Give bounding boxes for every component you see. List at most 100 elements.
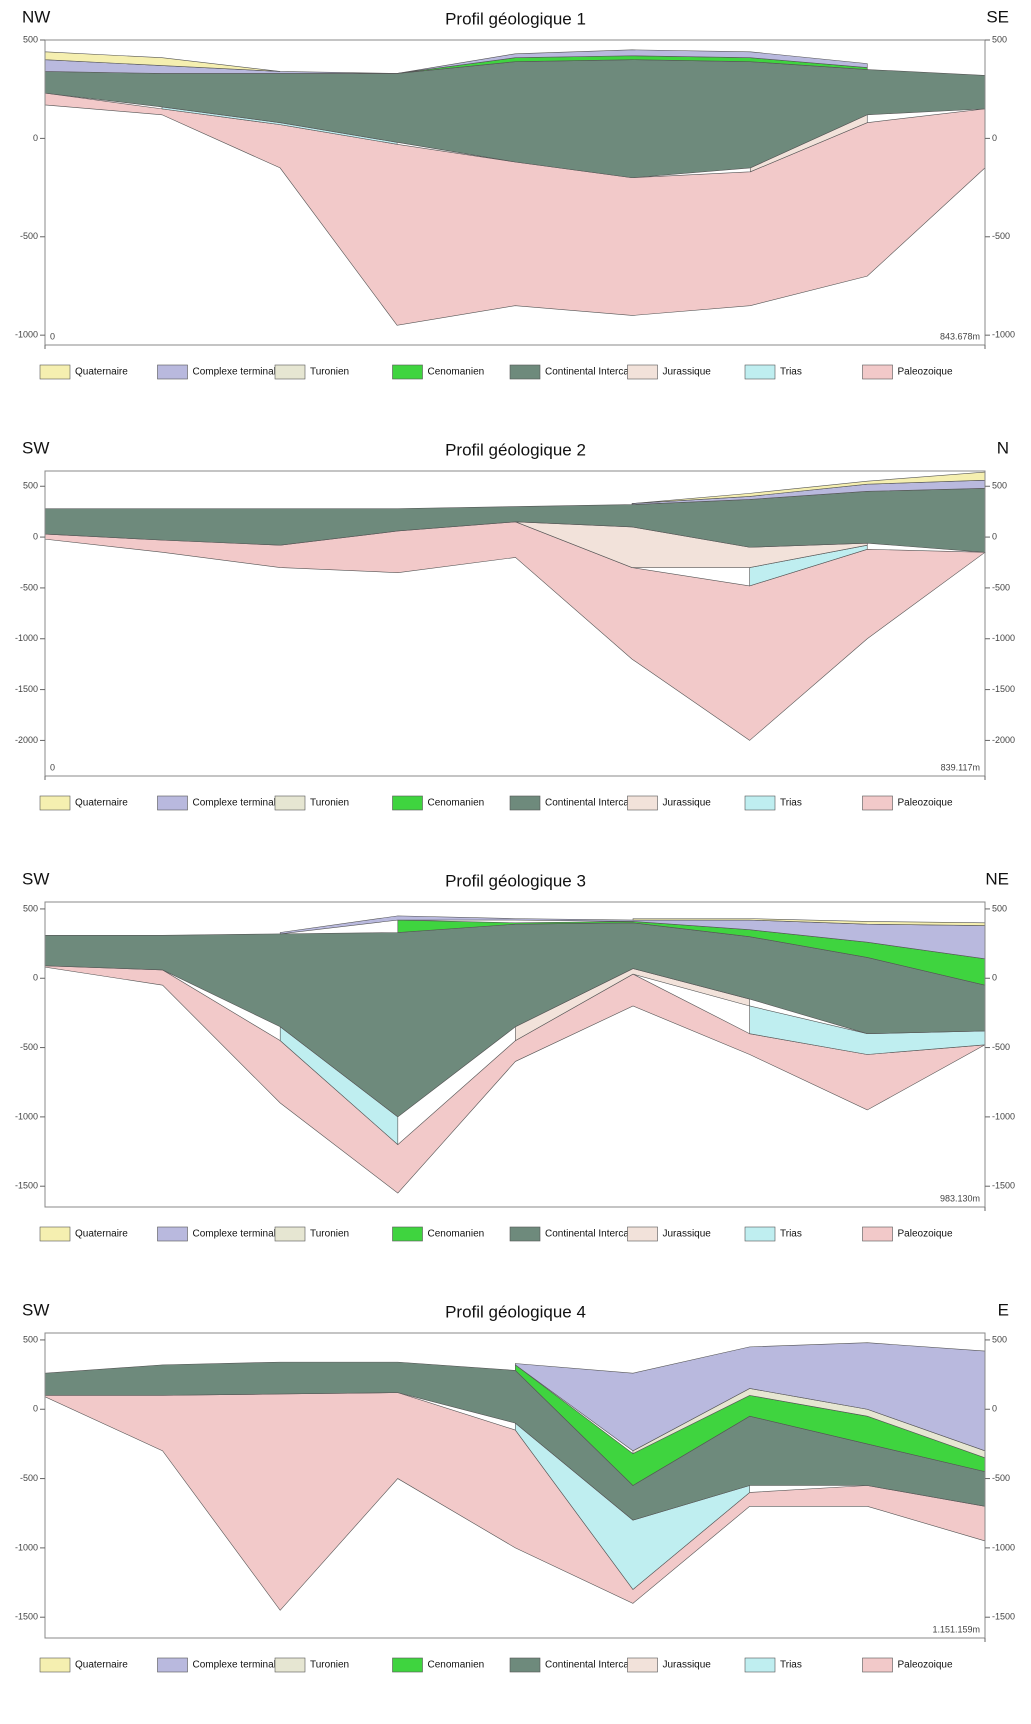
legend-swatch xyxy=(40,1227,70,1241)
legend-swatch xyxy=(628,1227,658,1241)
y-tick-label: 500 xyxy=(992,903,1007,913)
direction-label: SE xyxy=(986,7,1009,26)
y-tick-label: -2000 xyxy=(15,735,38,745)
y-tick-label: -500 xyxy=(992,231,1010,241)
legend-label: Trias xyxy=(780,367,802,378)
y-tick-label: -1500 xyxy=(15,684,38,694)
y-tick-label: -500 xyxy=(992,1042,1010,1052)
y-tick-label: -1500 xyxy=(992,684,1015,694)
legend-label: Jurassique xyxy=(663,367,712,378)
legend-label: Turonien xyxy=(310,1660,349,1671)
legend-label: Paleozoique xyxy=(898,367,953,378)
direction-label: E xyxy=(998,1300,1009,1319)
legend-swatch xyxy=(863,365,893,379)
chart-title: Profil géologique 2 xyxy=(445,440,586,459)
y-tick-label: 0 xyxy=(33,1404,38,1414)
legend-label: Trias xyxy=(780,1229,802,1240)
y-tick-label: -1500 xyxy=(15,1612,38,1622)
y-tick-label: -1000 xyxy=(992,330,1015,340)
y-tick-label: 0 xyxy=(33,133,38,143)
direction-label: SW xyxy=(22,1300,49,1319)
y-tick-label: 0 xyxy=(992,1404,997,1414)
y-tick-label: -500 xyxy=(20,582,38,592)
legend-swatch xyxy=(510,1227,540,1241)
legend-swatch xyxy=(393,365,423,379)
legend-swatch xyxy=(158,796,188,810)
legend-label: Cenomanien xyxy=(428,1229,485,1240)
legend-swatch xyxy=(628,1658,658,1672)
legend-swatch xyxy=(393,796,423,810)
legend-label: Cenomanien xyxy=(428,367,485,378)
y-tick-label: -500 xyxy=(992,582,1010,592)
legend-label: Turonien xyxy=(310,798,349,809)
legend-label: Quaternaire xyxy=(75,798,128,809)
legend-swatch xyxy=(745,796,775,810)
legend-swatch xyxy=(40,1658,70,1672)
x-tick-label: 0 xyxy=(50,331,55,341)
y-tick-label: -1500 xyxy=(992,1612,1015,1622)
legend-swatch xyxy=(863,1658,893,1672)
legend-label: Trias xyxy=(780,1660,802,1671)
y-tick-label: 500 xyxy=(992,34,1007,44)
legend-label: Jurassique xyxy=(663,798,712,809)
legend-swatch xyxy=(275,1658,305,1672)
legend-swatch xyxy=(628,365,658,379)
y-tick-label: 0 xyxy=(992,973,997,983)
chart-title: Profil géologique 1 xyxy=(445,9,586,28)
direction-label: SW xyxy=(22,438,49,457)
legend-swatch xyxy=(40,796,70,810)
chart: Profil géologique 1 NW SE 500 500 0 0 -500 -500 -… xyxy=(0,0,1031,1724)
chart-title: Profil géologique 3 xyxy=(445,871,586,890)
legend-swatch xyxy=(510,796,540,810)
legend-swatch xyxy=(275,1227,305,1241)
legend-label: Paleozoique xyxy=(898,798,953,809)
y-tick-label: -1000 xyxy=(15,633,38,643)
legend-swatch xyxy=(745,365,775,379)
legend-label: Cenomanien xyxy=(428,798,485,809)
legend-label: Jurassique xyxy=(663,1229,712,1240)
legend-swatch xyxy=(510,365,540,379)
y-tick-label: -2000 xyxy=(992,735,1015,745)
y-tick-label: -1000 xyxy=(992,633,1015,643)
legend-label: Cenomanien xyxy=(428,1660,485,1671)
legend-swatch xyxy=(40,365,70,379)
legend-swatch xyxy=(393,1658,423,1672)
y-tick-label: 0 xyxy=(992,531,997,541)
y-tick-label: 500 xyxy=(992,481,1007,491)
legend-label: Quaternaire xyxy=(75,1229,128,1240)
legend-label: Turonien xyxy=(310,1229,349,1240)
legend-swatch xyxy=(158,365,188,379)
y-tick-label: -500 xyxy=(20,231,38,241)
legend-swatch xyxy=(863,796,893,810)
chart-title: Profil géologique 4 xyxy=(445,1302,586,1321)
x-tick-label: 1.151.159m xyxy=(932,1624,980,1634)
legend-swatch xyxy=(745,1658,775,1672)
legend-label: Turonien xyxy=(310,367,349,378)
x-tick-label: 843.678m xyxy=(940,331,980,341)
direction-label: N xyxy=(997,438,1009,457)
legend-label: Paleozoique xyxy=(898,1229,953,1240)
legend-swatch xyxy=(628,796,658,810)
legend-swatch xyxy=(863,1227,893,1241)
y-tick-label: 0 xyxy=(33,531,38,541)
x-tick-label: 0 xyxy=(50,762,55,772)
y-tick-label: -500 xyxy=(20,1042,38,1052)
y-tick-label: -1000 xyxy=(992,1111,1015,1121)
y-tick-label: 500 xyxy=(23,903,38,913)
legend-swatch xyxy=(275,365,305,379)
page: {"chart_data": [ {"type": "geologic-sect… xyxy=(0,0,1031,1724)
y-tick-label: -1000 xyxy=(15,1111,38,1121)
x-tick-label: 839.117m xyxy=(941,762,980,772)
direction-label: NE xyxy=(985,869,1009,888)
legend-label: Paleozoique xyxy=(898,1660,953,1671)
legend-label: Quaternaire xyxy=(75,1660,128,1671)
legend-label: Complexe terminal xyxy=(193,1229,276,1240)
y-tick-label: -500 xyxy=(20,1473,38,1483)
y-tick-label: -500 xyxy=(992,1473,1010,1483)
direction-label: SW xyxy=(22,869,49,888)
direction-label: NW xyxy=(22,7,50,26)
legend-swatch xyxy=(745,1227,775,1241)
legend-swatch xyxy=(510,1658,540,1672)
legend-label: Jurassique xyxy=(663,1660,712,1671)
legend-label: Complexe terminal xyxy=(193,798,276,809)
